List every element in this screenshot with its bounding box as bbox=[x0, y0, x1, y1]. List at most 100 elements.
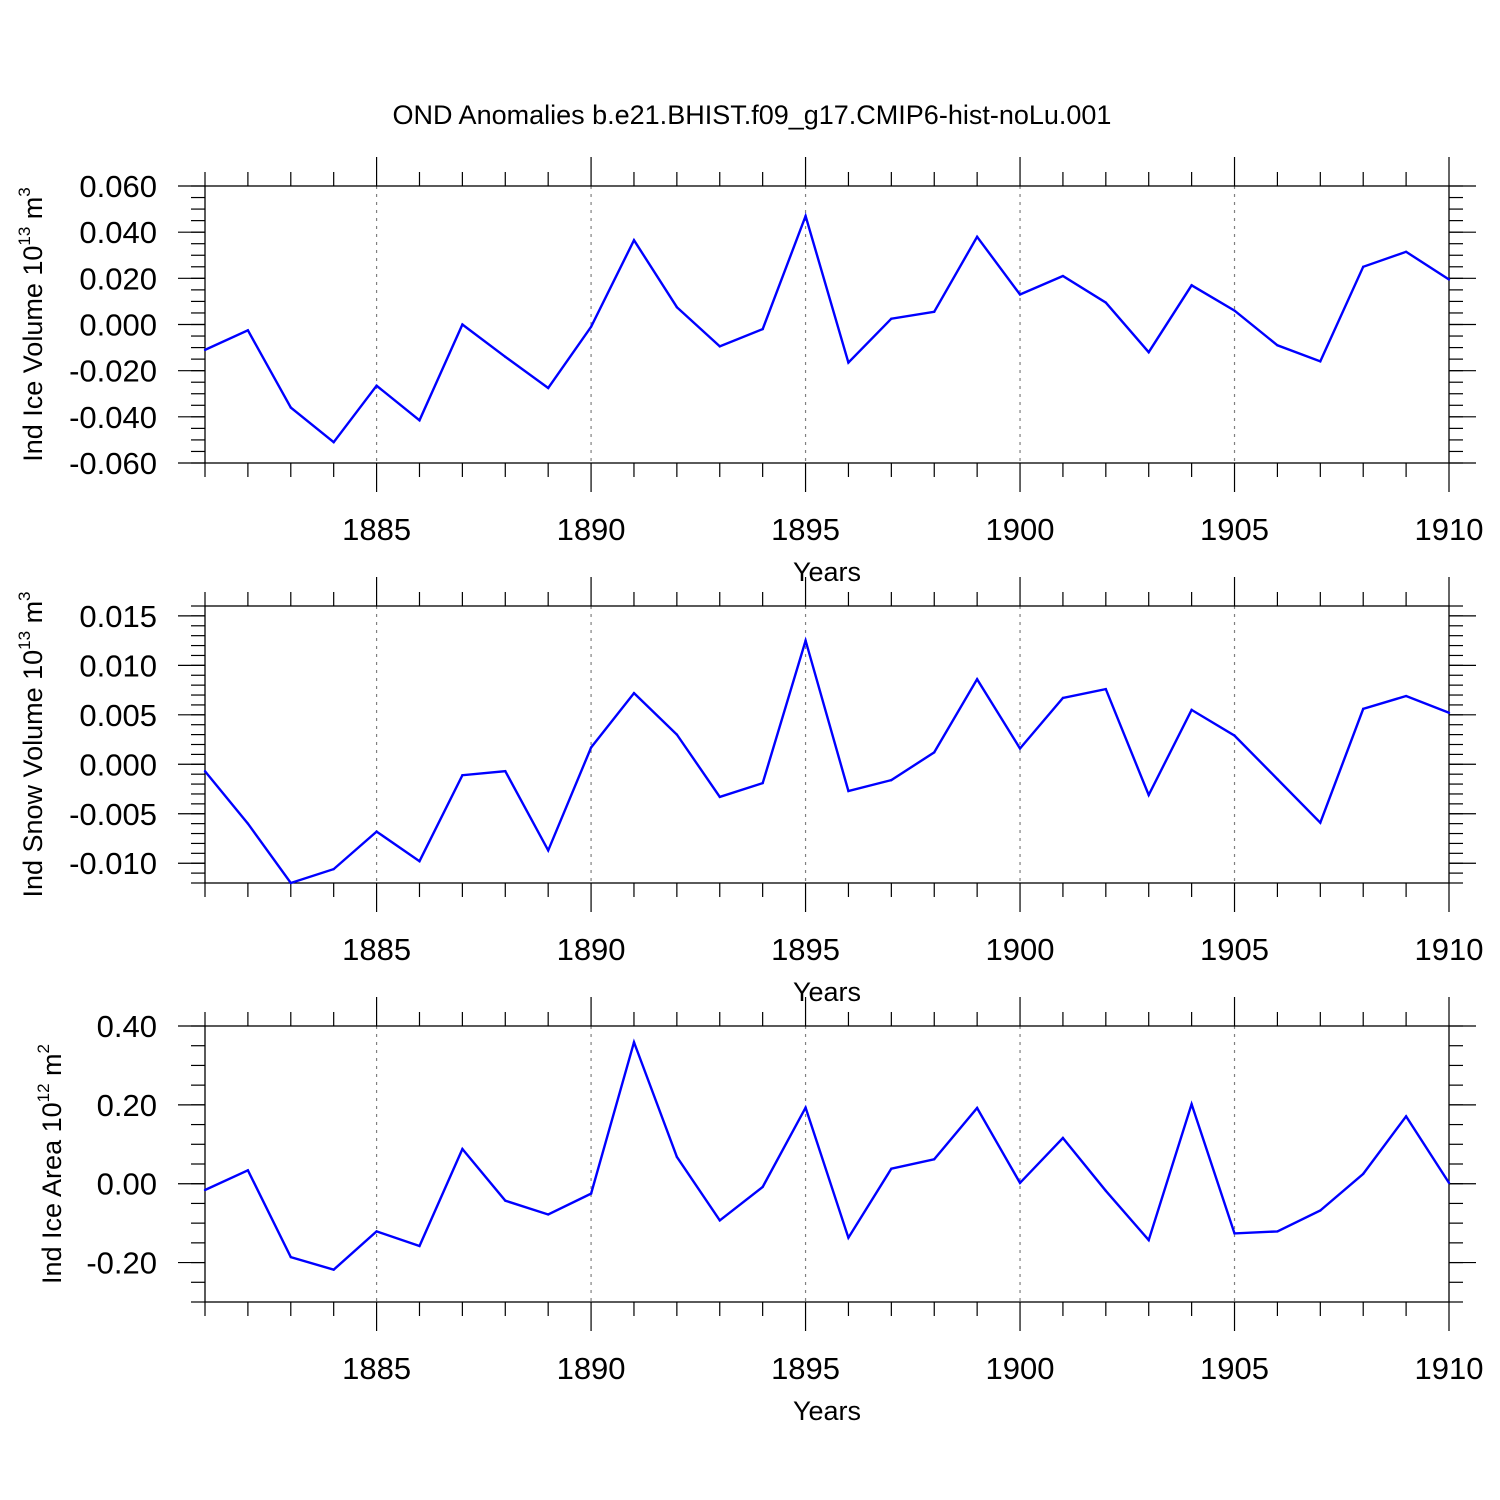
data-point bbox=[1319, 360, 1322, 363]
y-tick-label: 0.060 bbox=[79, 169, 157, 204]
data-point bbox=[332, 867, 335, 871]
data-point bbox=[804, 1106, 807, 1109]
data-point bbox=[1447, 278, 1451, 281]
data-point bbox=[461, 773, 464, 777]
y-tick-label: 0.00 bbox=[97, 1167, 157, 1202]
data-point bbox=[203, 770, 207, 773]
data-point bbox=[804, 639, 807, 642]
data-point bbox=[289, 881, 292, 885]
data-point bbox=[975, 1106, 979, 1110]
data-point bbox=[1404, 250, 1408, 253]
data-point bbox=[589, 325, 593, 329]
data-point bbox=[890, 778, 893, 782]
data-point bbox=[1104, 687, 1108, 691]
x-tick-label: 1910 bbox=[1415, 512, 1484, 547]
y-tick-label: -0.060 bbox=[69, 446, 157, 481]
data-point bbox=[1061, 696, 1065, 700]
data-point bbox=[1190, 284, 1193, 287]
y-axis-label-unit-exponent: 2 bbox=[34, 1044, 53, 1053]
y-axis-label: Ind Ice Area 1012 m2 bbox=[34, 1044, 67, 1284]
y-tick-label: 0.005 bbox=[79, 698, 157, 733]
x-tick-label: 1900 bbox=[986, 512, 1055, 547]
data-point bbox=[1233, 1232, 1236, 1235]
x-tick-label: 1895 bbox=[771, 932, 840, 967]
data-point bbox=[1190, 708, 1193, 712]
y-axis-label-exponent: 13 bbox=[15, 227, 34, 246]
data-point bbox=[1447, 1181, 1451, 1185]
data-point bbox=[675, 733, 679, 736]
data-point bbox=[761, 781, 764, 785]
y-axis-label-text: Ind Ice Area 10 bbox=[37, 1102, 67, 1284]
data-point bbox=[975, 235, 979, 238]
figure-title: OND Anomalies b.e21.BHIST.f09_g17.CMIP6-… bbox=[393, 100, 1112, 130]
data-point bbox=[847, 789, 850, 793]
data-point bbox=[1404, 1115, 1408, 1118]
y-axis-label: Ind Ice Volume 1013 m3 bbox=[15, 187, 48, 462]
data-point bbox=[1319, 1209, 1322, 1212]
data-point bbox=[1018, 1181, 1022, 1185]
x-tick-label: 1895 bbox=[771, 1351, 840, 1386]
data-point bbox=[1104, 301, 1108, 304]
y-axis-label-unit: m bbox=[18, 601, 48, 631]
data-point bbox=[933, 310, 936, 314]
data-point bbox=[632, 239, 636, 242]
data-point bbox=[761, 327, 764, 331]
x-tick-label: 1890 bbox=[557, 932, 626, 967]
data-point bbox=[1276, 1230, 1279, 1233]
data-point bbox=[289, 406, 292, 409]
x-tick-label: 1910 bbox=[1415, 932, 1484, 967]
data-point bbox=[1362, 707, 1365, 711]
data-point bbox=[1404, 694, 1408, 698]
data-point bbox=[1147, 351, 1150, 354]
data-point bbox=[1447, 711, 1451, 715]
data-point bbox=[675, 1155, 679, 1159]
y-tick-label: 0.000 bbox=[79, 308, 157, 343]
data-point bbox=[718, 795, 721, 799]
data-series-line bbox=[204, 212, 1450, 444]
data-point bbox=[933, 1158, 936, 1161]
data-point bbox=[332, 441, 335, 444]
data-point bbox=[504, 1199, 507, 1202]
data-point bbox=[1233, 734, 1236, 737]
data-point bbox=[804, 214, 807, 218]
y-tick-label: 0.20 bbox=[97, 1088, 157, 1123]
x-tick-label: 1905 bbox=[1200, 932, 1269, 967]
data-point bbox=[418, 419, 421, 422]
data-point bbox=[203, 348, 207, 352]
data-point bbox=[1362, 1172, 1365, 1176]
data-point bbox=[246, 329, 250, 332]
x-tick-label: 1900 bbox=[986, 932, 1055, 967]
data-point bbox=[1362, 265, 1365, 268]
x-tick-label: 1885 bbox=[342, 932, 411, 967]
data-point bbox=[1061, 1136, 1065, 1140]
y-tick-label: 0.040 bbox=[79, 215, 157, 250]
panel-3: -0.20 0.00 0.20 0.40 1885 1890 1895 1900 1905 191… bbox=[34, 997, 1483, 1426]
data-point bbox=[504, 770, 507, 773]
x-axis-label: Years bbox=[793, 1396, 861, 1426]
data-point bbox=[461, 1147, 464, 1151]
y-tick-label: -0.040 bbox=[69, 400, 157, 435]
data-point bbox=[375, 1230, 378, 1233]
panel-1: -0.060 -0.040 -0.020 0.000 0.020 0.040 0.060 18… bbox=[15, 157, 1483, 587]
data-point bbox=[375, 830, 378, 833]
y-tick-label: 0.000 bbox=[79, 747, 157, 782]
x-axis-label: Years bbox=[793, 557, 861, 587]
x-tick-label: 1885 bbox=[342, 512, 411, 547]
y-tick-label: 0.020 bbox=[79, 261, 157, 296]
data-point bbox=[546, 849, 550, 852]
data-point bbox=[589, 746, 593, 749]
y-tick-label: 0.010 bbox=[79, 648, 157, 683]
data-point bbox=[504, 355, 507, 359]
data-point bbox=[718, 1219, 721, 1222]
data-point bbox=[1276, 344, 1279, 347]
data-point bbox=[246, 822, 250, 825]
data-series-line bbox=[204, 636, 1450, 885]
y-axis-label: Ind Snow Volume 1013 m3 bbox=[15, 591, 48, 897]
data-point bbox=[632, 691, 636, 695]
x-tick-label: 1890 bbox=[557, 1351, 626, 1386]
data-point bbox=[1018, 293, 1022, 296]
data-point bbox=[546, 386, 550, 390]
data-point bbox=[1276, 777, 1279, 781]
data-point bbox=[418, 860, 421, 863]
plot-frame bbox=[204, 185, 1450, 464]
